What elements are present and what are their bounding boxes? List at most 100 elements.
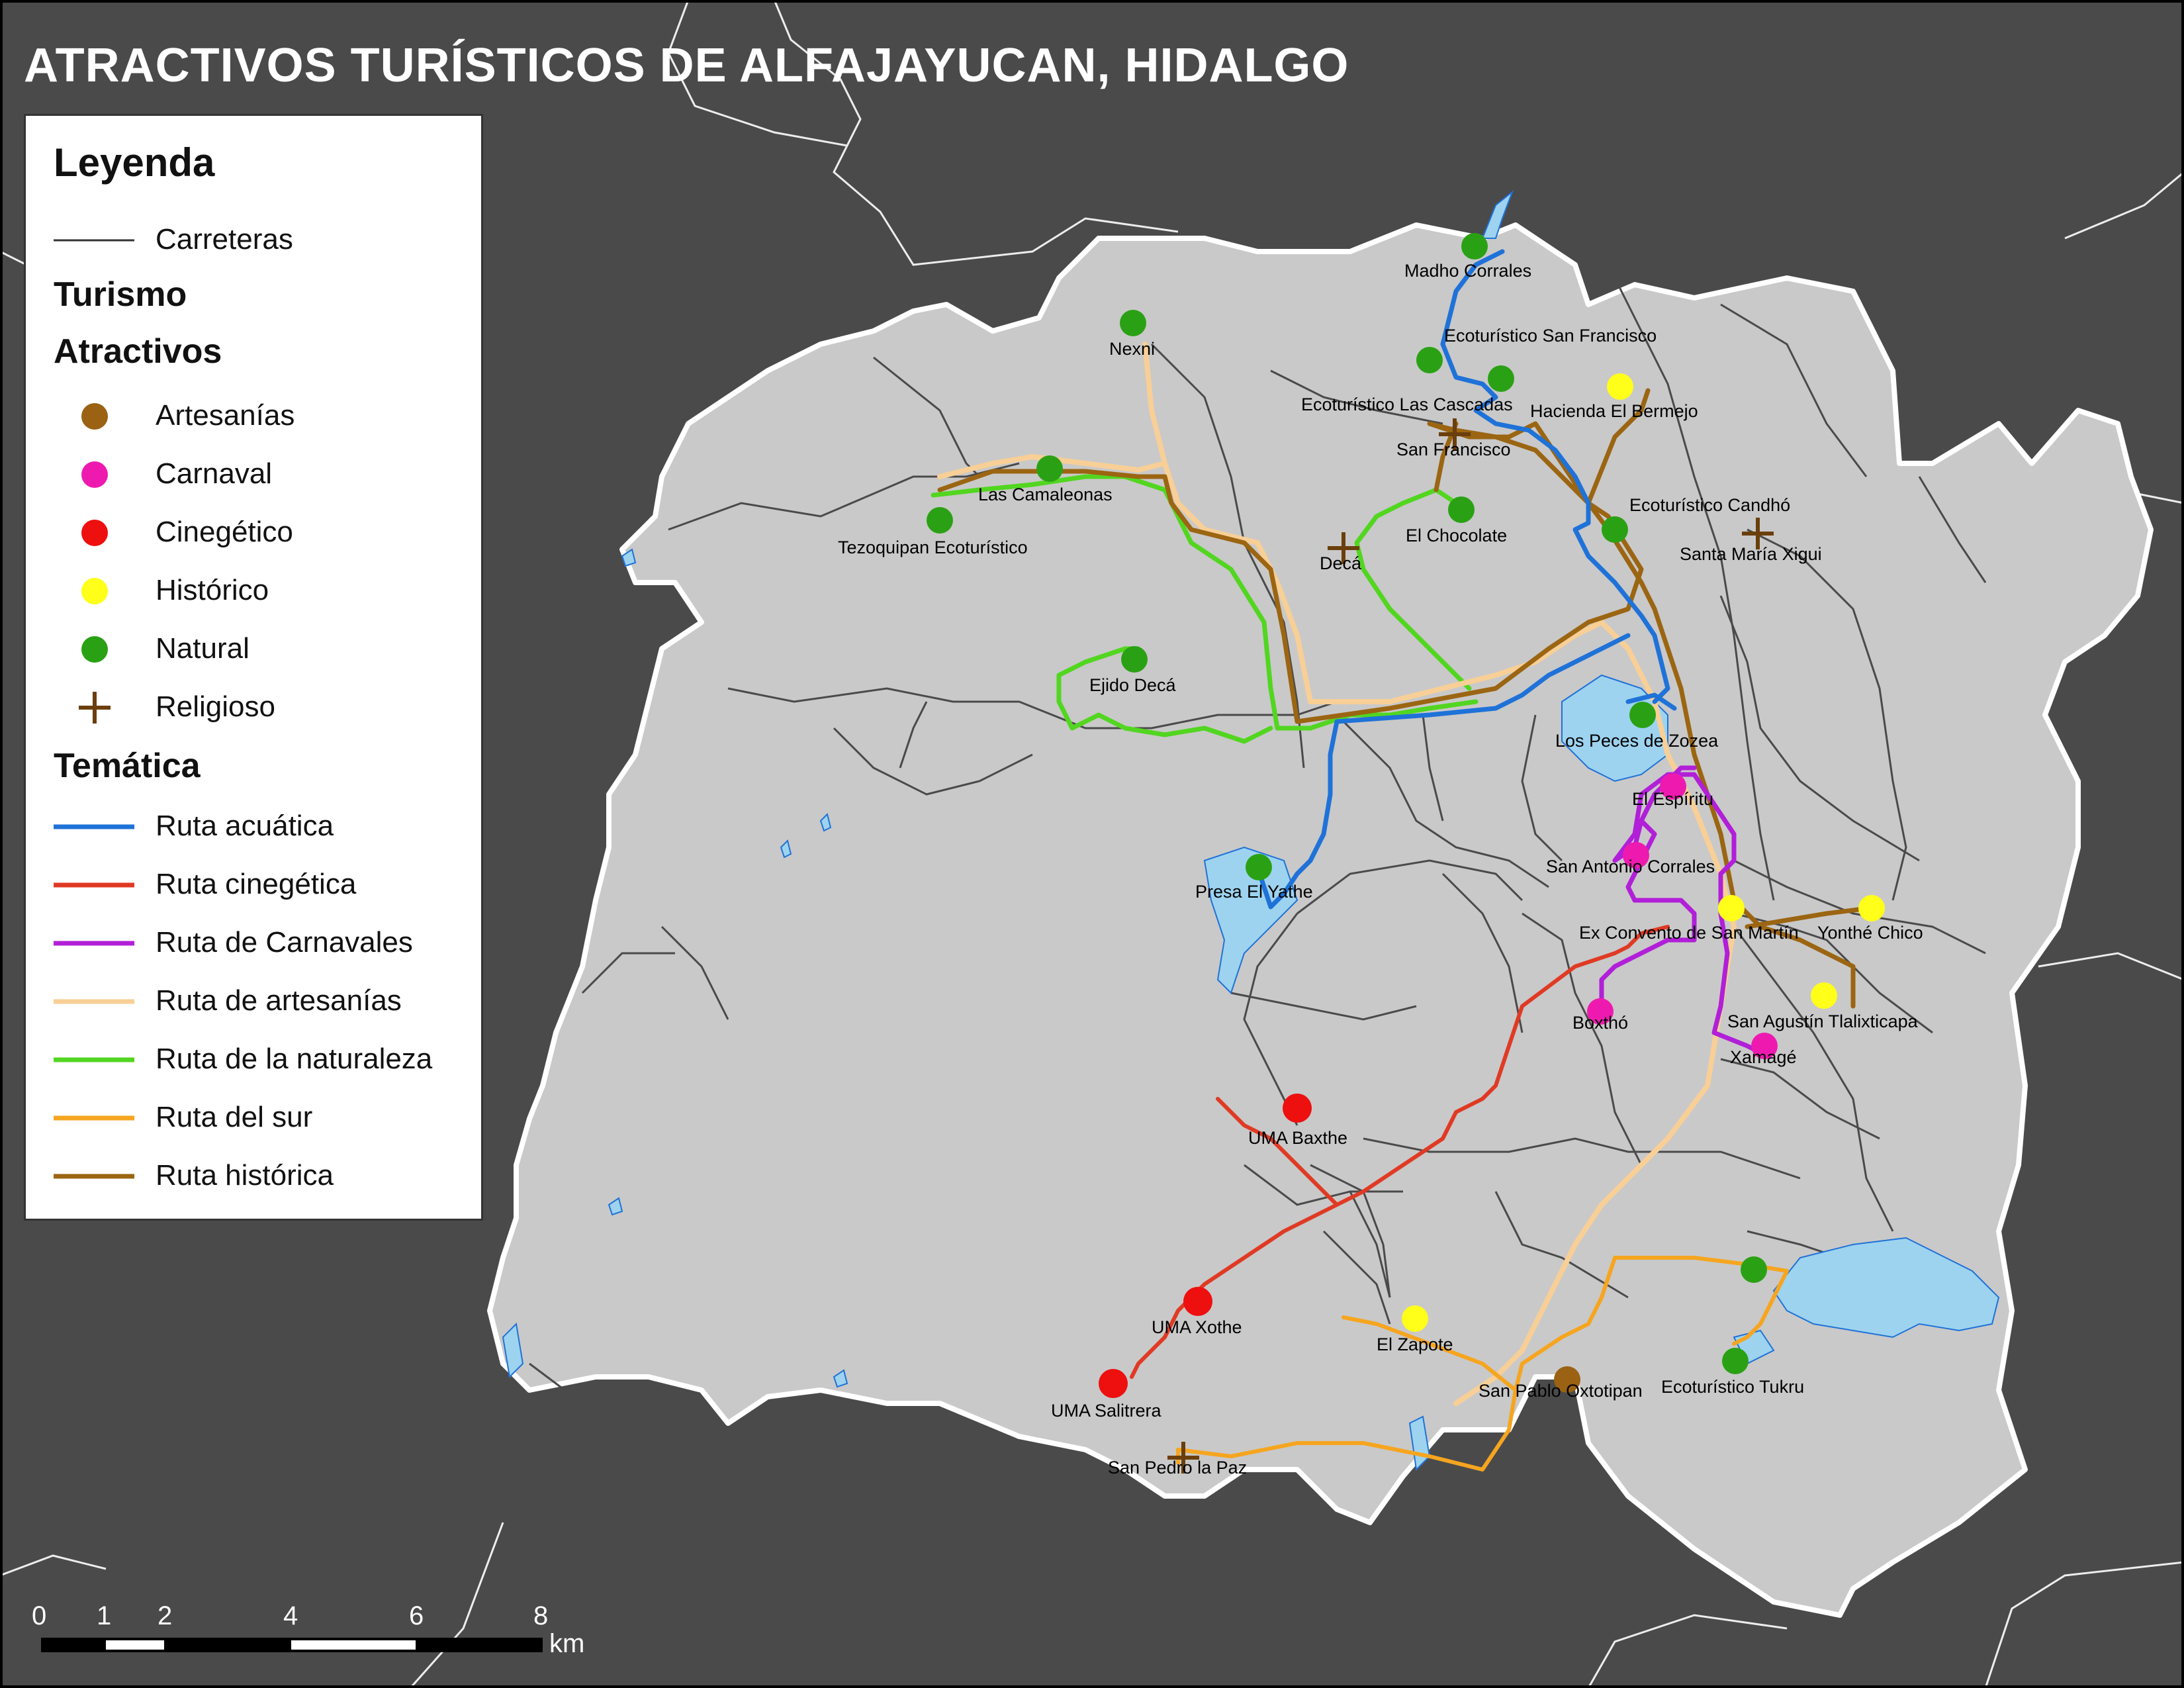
natural-point[interactable] xyxy=(1416,347,1443,373)
scale-tick-4: 4 xyxy=(283,1601,298,1630)
legend-row-route-carnival: Ruta de Carnavales xyxy=(26,919,482,966)
label-ex-convento: Ex Convento de San Martín xyxy=(1579,923,1799,943)
carnival-point[interactable] xyxy=(1587,998,1614,1025)
historic-point[interactable] xyxy=(1402,1305,1428,1332)
legend-tourism-heading: Turismo xyxy=(54,275,187,314)
label-los-peces-de-zozea: Los Peces de Zozea xyxy=(1555,731,1719,751)
label-boxtho: Boxthó xyxy=(1572,1013,1628,1033)
carnival-point[interactable] xyxy=(1660,773,1686,800)
legend-label: Cinegético xyxy=(156,516,293,548)
route-line-icon xyxy=(54,941,134,946)
route-line-icon xyxy=(54,1174,134,1179)
historic-point[interactable] xyxy=(1858,895,1885,921)
legend-label: Histórico xyxy=(156,574,269,606)
legend-label: Ruta del sur xyxy=(156,1101,313,1133)
scale-tick-2: 2 xyxy=(158,1601,172,1630)
religious-cross[interactable] xyxy=(1742,518,1774,549)
legend-row-route-crafts: Ruta de artesanías xyxy=(26,978,482,1024)
road-line-icon xyxy=(54,239,134,242)
legend-label: Ruta histórica xyxy=(156,1159,334,1192)
routes xyxy=(931,249,1882,1472)
route-water xyxy=(1255,249,1677,910)
legend-thematic-heading: Temática xyxy=(54,747,201,785)
label-ecoturistico-las-cascadas: Ecoturístico Las Cascadas xyxy=(1301,395,1513,414)
scale-bar: 0 1 2 4 6 8 km xyxy=(32,1601,584,1658)
label-el-zapote: El Zapote xyxy=(1377,1335,1453,1354)
label-san-pablo-oxtotipan: San Pablo Oxtotipan xyxy=(1479,1381,1643,1401)
legend-row-route-historic: Ruta histórica xyxy=(26,1152,482,1199)
legend-label: Ruta de artesanías xyxy=(156,984,402,1017)
carnival-point[interactable] xyxy=(1623,842,1649,868)
religious-cross[interactable] xyxy=(1167,1442,1199,1474)
carnival-point[interactable] xyxy=(1751,1033,1778,1059)
label-presa-el-yathe: Presa El Yathe xyxy=(1195,882,1313,902)
circle-icon xyxy=(81,578,108,604)
label-las-camaleonas: Las Camaleonas xyxy=(978,485,1113,504)
label-ecoturistico-san-francisco: Ecoturístico San Francisco xyxy=(1444,326,1657,346)
natural-point[interactable] xyxy=(1602,516,1628,543)
religious-cross[interactable] xyxy=(1439,418,1471,450)
cross-icon xyxy=(79,692,111,724)
scale-tick-0: 0 xyxy=(32,1601,46,1630)
route-south xyxy=(1176,1256,1789,1472)
scale-tick-6: 6 xyxy=(409,1601,424,1630)
historic-point[interactable] xyxy=(1607,373,1633,400)
hunting-point[interactable] xyxy=(1283,1094,1312,1123)
label-nexni: Nexni xyxy=(1109,339,1155,359)
natural-point[interactable] xyxy=(1120,310,1146,336)
route-nature xyxy=(931,474,1479,731)
natural-point[interactable] xyxy=(1246,854,1272,880)
historic-point[interactable] xyxy=(1718,895,1745,921)
attraction-points xyxy=(927,233,1885,1398)
religious-points xyxy=(1167,418,1774,1474)
circle-icon xyxy=(81,461,108,488)
natural-point[interactable] xyxy=(1121,646,1148,673)
label-ecoturistico-tukru: Ecoturístico Tukru xyxy=(1661,1377,1804,1397)
hunting-point[interactable] xyxy=(1099,1369,1128,1398)
route-line-icon xyxy=(54,1057,134,1062)
circle-icon xyxy=(81,520,108,546)
natural-point[interactable] xyxy=(1741,1256,1767,1283)
natural-point[interactable] xyxy=(927,507,953,534)
label-uma-xothe: UMA Xothe xyxy=(1152,1317,1242,1337)
legend-label: Artesanías xyxy=(156,399,295,432)
natural-point[interactable] xyxy=(1036,455,1063,482)
legend-row-route-south: Ruta del sur xyxy=(26,1094,482,1141)
route-line-icon xyxy=(54,882,134,888)
legend-row-route-nature: Ruta de la naturaleza xyxy=(26,1036,482,1082)
legend-label: Ruta cinegética xyxy=(156,868,357,900)
legend-label: Ruta de Carnavales xyxy=(156,926,413,959)
label-uma-baxthe: UMA Baxthe xyxy=(1248,1128,1347,1148)
label-xamage: Xamagé xyxy=(1730,1047,1797,1067)
crafts-point[interactable] xyxy=(1554,1366,1580,1393)
label-ejido-deca: Ejido Decá xyxy=(1089,675,1177,695)
hunting-point[interactable] xyxy=(1183,1287,1212,1316)
label-san-antonio-corrales: San Antonio Corrales xyxy=(1546,857,1715,876)
religious-cross[interactable] xyxy=(1328,532,1359,564)
natural-point[interactable] xyxy=(1722,1348,1749,1374)
legend-row-route-water: Ruta acuática xyxy=(26,803,482,849)
route-historic xyxy=(937,388,1882,1009)
natural-point[interactable] xyxy=(1488,365,1514,392)
municipality-area xyxy=(487,222,2154,1618)
label-yonthe-chico: Yonthé Chico xyxy=(1817,923,1923,943)
natural-point[interactable] xyxy=(1448,496,1475,523)
route-crafts xyxy=(937,342,1737,1406)
natural-point[interactable] xyxy=(1461,233,1488,259)
legend-row-carnaval: Carnaval xyxy=(26,451,482,497)
natural-point[interactable] xyxy=(1629,702,1656,728)
scale-tick-1: 1 xyxy=(97,1601,111,1630)
scale-tick-8: 8 xyxy=(533,1601,548,1630)
legend-row-route-hunting: Ruta cinegética xyxy=(26,861,482,908)
label-hacienda-el-bermejo: Hacienda El Bermejo xyxy=(1530,401,1698,421)
label-deca: Decá xyxy=(1320,553,1362,573)
legend-row-roads: Carreteras xyxy=(26,216,482,263)
legend-label: Ruta de la naturaleza xyxy=(156,1043,433,1075)
water-bodies xyxy=(502,189,2000,1472)
legend-panel: Leyenda Carreteras Turismo Atractivos Ar… xyxy=(24,114,483,1221)
label-ecoturistico-candho: Ecoturístico Candhó xyxy=(1629,495,1790,515)
historic-point[interactable] xyxy=(1811,982,1837,1009)
legend-row-religioso: Religioso xyxy=(26,684,482,730)
legend-heading: Leyenda xyxy=(54,140,215,185)
label-uma-salitrera: UMA Salitrera xyxy=(1051,1401,1162,1421)
